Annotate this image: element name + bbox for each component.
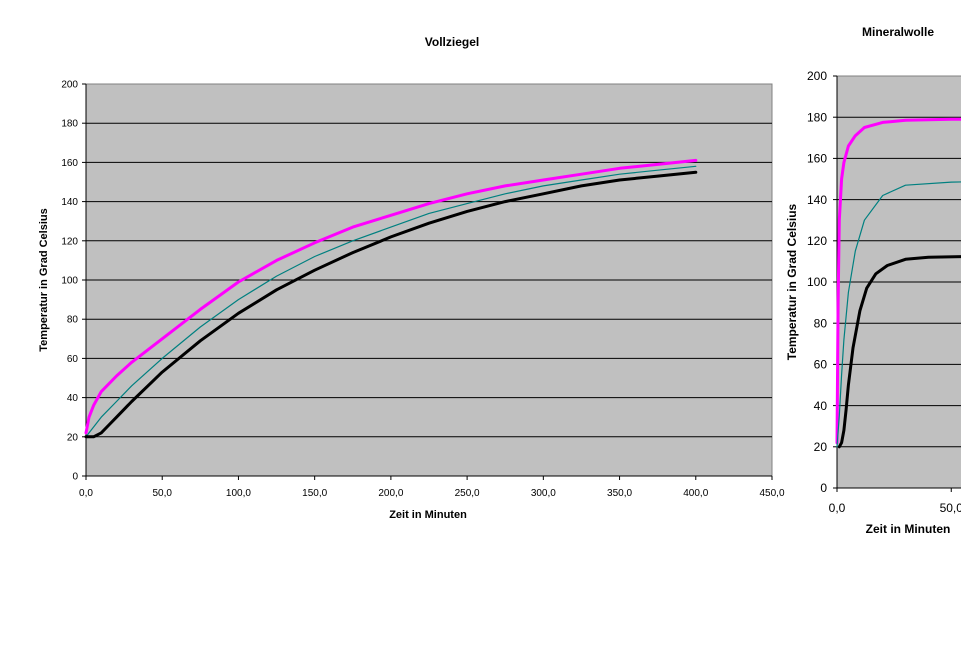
y-tick-label: 40 (814, 399, 828, 413)
y-tick-label: 40 (67, 393, 79, 404)
x-tick-label: 0,0 (829, 501, 846, 515)
y-tick-label: 0 (72, 472, 78, 483)
y-tick-label: 80 (814, 316, 828, 330)
y-tick-label: 60 (67, 354, 79, 365)
y-tick-label: 20 (814, 440, 828, 454)
series-line-2 (836, 181, 961, 448)
x-axis-label: Zeit in Minuten (389, 509, 467, 521)
y-tick-label: 0 (820, 481, 827, 495)
y-tick-label: 180 (61, 119, 78, 130)
series-line-3 (837, 255, 961, 449)
x-tick-label: 250,0 (455, 488, 480, 499)
x-tick-label: 350,0 (607, 488, 632, 499)
y-tick-label: 100 (61, 276, 78, 287)
y-tick-label: 200 (807, 69, 827, 83)
x-tick-label: 200,0 (378, 488, 403, 499)
y-axis-label: Temperatur in Grad Celsius (38, 208, 50, 351)
y-tick-label: 160 (807, 152, 827, 166)
series-line-2 (85, 165, 697, 438)
series-line-1 (84, 158, 698, 435)
series-line-3 (84, 170, 698, 439)
y-tick-label: 160 (61, 158, 78, 169)
chart-mineralwolle: 0 20 40 60 80 100 120 140 160 180 200 0,0 50,0 Minera… (785, 25, 961, 536)
x-axis-label: Zeit in Minuten (866, 522, 951, 536)
x-tick-label: 50,0 (152, 488, 172, 499)
y-tick-label: 140 (807, 193, 827, 207)
x-tick-label: 450,0 (759, 488, 784, 499)
x-tick-label: 300,0 (531, 488, 556, 499)
y-tick-label: 200 (61, 80, 78, 91)
x-tick-label: 50,0 (940, 501, 961, 515)
y-tick-label: 100 (807, 275, 827, 289)
y-tick-label: 20 (67, 432, 79, 443)
y-tick-label: 120 (61, 236, 78, 247)
y-tick-label: 140 (61, 197, 78, 208)
x-tick-label: 400,0 (683, 488, 708, 499)
y-tick-label: 180 (807, 110, 827, 124)
y-tick-label: 80 (67, 315, 79, 326)
y-tick-label: 120 (807, 234, 827, 248)
series-line-1 (835, 117, 961, 445)
chart-vollziegel: 0 20 40 60 80 100 120 140 160 180 200 0,0 50,0 100,0 1… (38, 35, 785, 521)
x-tick-label: 150,0 (302, 488, 327, 499)
x-tick-label: 100,0 (226, 488, 251, 499)
x-tick-label: 0,0 (79, 488, 93, 499)
y-tick-label: 60 (814, 358, 828, 372)
y-axis-label: Temperatur in Grad Celsius (785, 203, 799, 360)
chart-title: Mineralwolle (862, 25, 934, 39)
chart-title: Vollziegel (425, 35, 479, 49)
